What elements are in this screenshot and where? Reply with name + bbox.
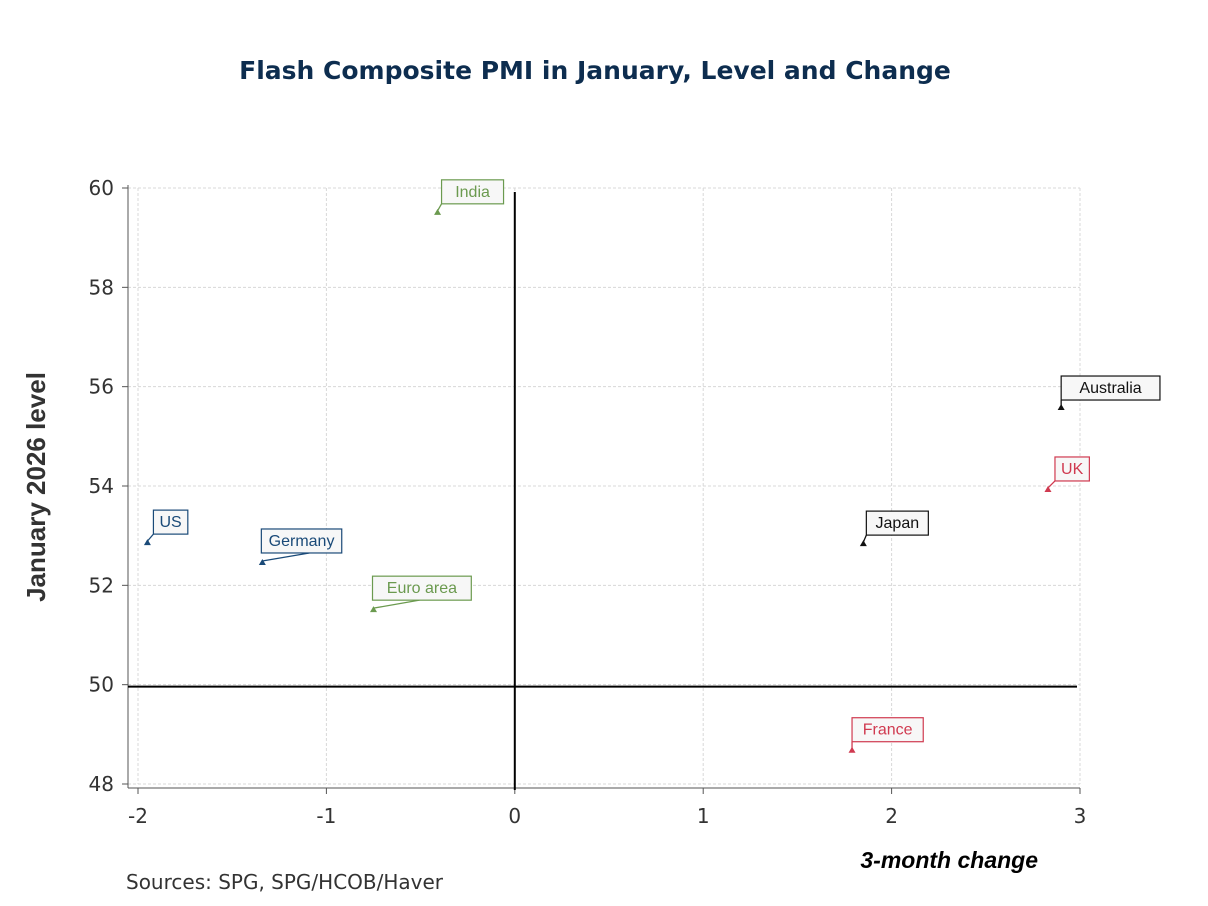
point-marker [1044,485,1052,492]
data-point-euro-area: Euro area [370,575,472,613]
x-axis-label: 3-month change [860,847,1038,873]
leader-line [436,203,443,212]
points: India US Germany Euro area Japan Australia UK F… [143,179,1161,753]
point-marker [848,746,856,753]
point-label: UK [1061,461,1084,478]
point-marker [434,208,442,215]
axes: -2 -1 0 1 2 3 48 50 52 54 56 58 60 [89,176,1087,828]
point-label: Euro area [387,580,457,597]
y-tick-label: 58 [89,275,114,299]
label-box [1054,456,1090,482]
y-tick-label: 60 [89,176,114,200]
grid [128,187,1081,785]
point-label: Germany [269,533,335,550]
data-point-us: US [143,509,189,546]
point-marker [370,606,377,613]
label-box [865,510,929,536]
point-label: India [455,184,490,201]
label-box [851,717,924,743]
point-label: US [160,514,182,531]
label-box [260,528,343,554]
y-axis-label: January 2026 level [21,372,51,602]
point-label: France [863,722,913,739]
point-label: Japan [876,515,920,532]
source-note: Sources: SPG, SPG/HCOB/Haver [126,870,444,894]
x-tick-label: 2 [885,804,898,828]
data-point-germany: Germany [258,528,343,565]
data-point-india: India [434,179,505,215]
leader-line [373,599,420,609]
y-tick-label: 50 [89,673,114,697]
y-tick-label: 54 [89,474,114,498]
x-tick-label: 0 [508,804,521,828]
x-tick-label: -1 [316,804,336,828]
x-tick-label: 3 [1074,804,1087,828]
point-marker [1057,404,1065,411]
y-tick-label: 48 [89,772,114,796]
data-point-france: France [848,717,924,753]
point-label: Australia [1079,380,1141,397]
point-marker [859,540,867,547]
chart-title: Flash Composite PMI in January, Level an… [239,56,951,85]
point-marker [258,558,266,565]
label-box [1060,375,1161,401]
leader-line [262,552,310,562]
data-point-japan: Japan [859,510,929,547]
y-tick-label: 56 [89,375,114,399]
label-box [152,509,189,535]
leader-line [1047,480,1056,489]
label-box [371,575,472,601]
data-point-australia: Australia [1057,375,1161,411]
x-tick-label: 1 [697,804,710,828]
x-tick-label: -2 [128,804,148,828]
leader-line [862,534,867,543]
label-box [440,179,505,205]
leader-line [146,533,154,542]
point-marker [143,539,151,546]
y-tick-label: 52 [89,573,114,597]
data-point-uk: UK [1044,456,1090,492]
